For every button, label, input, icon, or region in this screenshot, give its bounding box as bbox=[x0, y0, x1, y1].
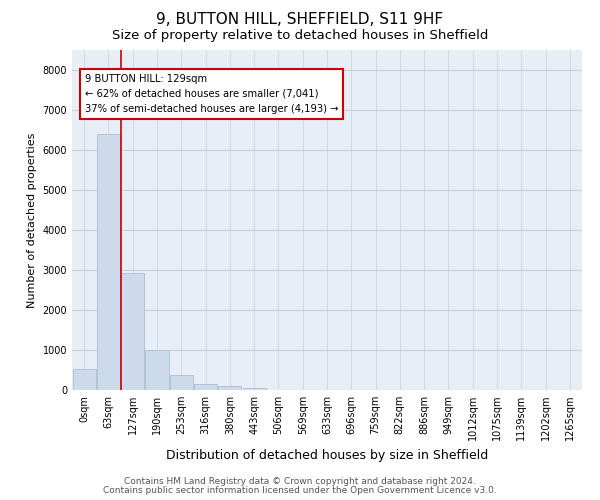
Text: Contains public sector information licensed under the Open Government Licence v3: Contains public sector information licen… bbox=[103, 486, 497, 495]
Y-axis label: Number of detached properties: Number of detached properties bbox=[27, 132, 37, 308]
X-axis label: Distribution of detached houses by size in Sheffield: Distribution of detached houses by size … bbox=[166, 448, 488, 462]
Text: 9 BUTTON HILL: 129sqm
← 62% of detached houses are smaller (7,041)
37% of semi-d: 9 BUTTON HILL: 129sqm ← 62% of detached … bbox=[85, 74, 338, 114]
Bar bbox=[73, 369, 95, 390]
Bar bbox=[218, 386, 241, 390]
Bar bbox=[194, 384, 217, 390]
Bar bbox=[170, 375, 193, 390]
Text: 9, BUTTON HILL, SHEFFIELD, S11 9HF: 9, BUTTON HILL, SHEFFIELD, S11 9HF bbox=[157, 12, 443, 28]
Text: Contains HM Land Registry data © Crown copyright and database right 2024.: Contains HM Land Registry data © Crown c… bbox=[124, 477, 476, 486]
Text: Size of property relative to detached houses in Sheffield: Size of property relative to detached ho… bbox=[112, 29, 488, 42]
Bar bbox=[97, 134, 120, 390]
Bar bbox=[145, 350, 169, 390]
Bar bbox=[242, 388, 266, 390]
Bar bbox=[121, 273, 144, 390]
